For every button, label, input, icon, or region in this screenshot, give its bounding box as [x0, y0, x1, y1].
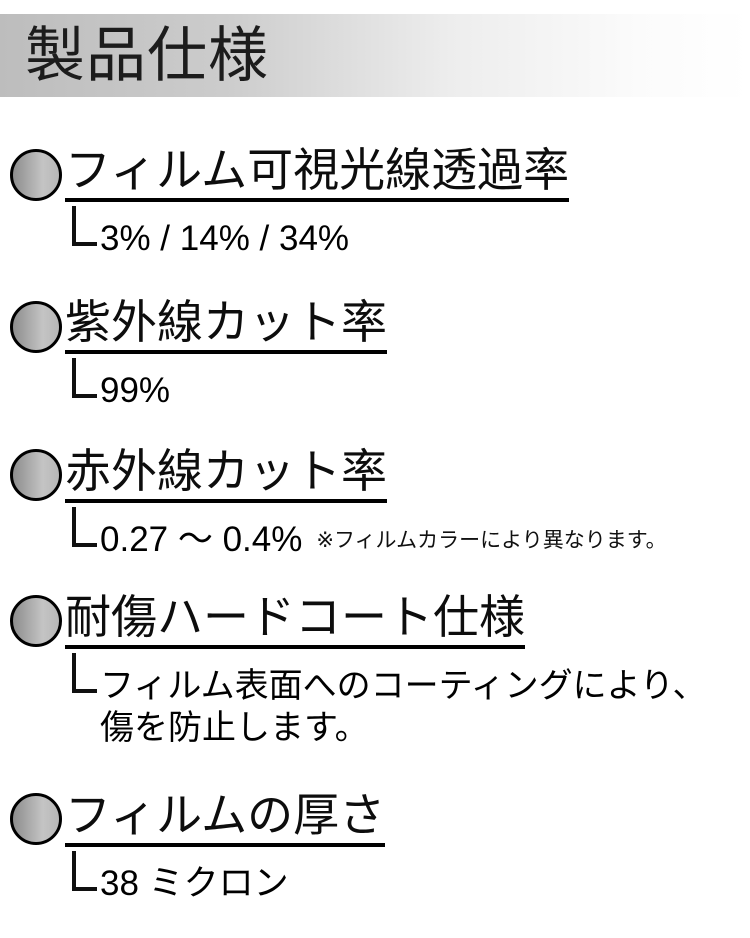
- spec-value: 99%: [100, 371, 171, 411]
- spec-heading-row: 耐傷ハードコート仕様: [10, 594, 750, 649]
- spec-title: 赤外線カット率: [65, 448, 387, 503]
- spec-value-row: 99%: [72, 358, 750, 411]
- spec-title: 紫外線カット率: [65, 299, 387, 355]
- spec-value: 0.27 ～ 0.4%: [100, 519, 303, 559]
- spec-section-vlt: フィルム可視光線透過率 3% / 14% / 34%: [10, 147, 750, 259]
- spec-list: フィルム可視光線透過率 3% / 14% / 34% 紫外線カット率 99%: [0, 147, 750, 904]
- spec-description-line2: 傷を防止します。: [100, 709, 369, 748]
- spec-section-uv-cut: 紫外線カット率 99%: [10, 299, 750, 411]
- spec-title: フィルム可視光線透過率: [65, 147, 570, 202]
- l-connector-icon: [72, 206, 97, 246]
- l-connector-icon: [72, 358, 97, 399]
- spec-heading-row: 紫外線カット率: [10, 299, 750, 355]
- spec-value: 38 ミクロン: [100, 863, 289, 903]
- spec-heading-row: フィルムの厚さ: [10, 792, 750, 847]
- spec-description-line1: フィルム表面へのコーティングにより、: [100, 666, 707, 705]
- spec-value-row: 0.27 ～ 0.4% ※フィルムカラーにより異なります。: [72, 506, 750, 560]
- spec-section-hard-coat: 耐傷ハードコート仕様 フィルム表面へのコーティングにより、 傷を防止します。: [10, 594, 750, 750]
- spec-value-note: ※フィルムカラーにより異なります。: [316, 528, 667, 552]
- spec-value-row: 38 ミクロン: [72, 850, 750, 904]
- bullet-circle-icon: [10, 148, 62, 201]
- spec-value: 3% / 14% / 34%: [100, 219, 350, 258]
- spec-title: フィルムの厚さ: [65, 792, 386, 847]
- bullet-circle-icon: [10, 793, 62, 846]
- spec-value-row: フィルム表面へのコーティングにより、 傷を防止します。: [72, 652, 750, 750]
- spec-heading-row: フィルム可視光線透過率: [10, 147, 750, 202]
- l-connector-icon: [72, 506, 97, 547]
- header-band: 製品仕様: [0, 14, 750, 97]
- page-title: 製品仕様: [25, 21, 269, 89]
- l-connector-icon: [72, 652, 97, 693]
- spec-section-thickness: フィルムの厚さ 38 ミクロン: [10, 792, 750, 904]
- spec-heading-row: 赤外線カット率: [10, 448, 750, 503]
- spec-section-ir-cut: 赤外線カット率 0.27 ～ 0.4% ※フィルムカラーにより異なります。: [10, 448, 750, 560]
- spec-value-row: 3% / 14% / 34%: [72, 206, 750, 259]
- bullet-circle-icon: [10, 595, 62, 648]
- spec-title: 耐傷ハードコート仕様: [65, 594, 525, 649]
- bullet-circle-icon: [10, 449, 62, 502]
- l-connector-icon: [72, 850, 97, 891]
- bullet-circle-icon: [10, 300, 62, 353]
